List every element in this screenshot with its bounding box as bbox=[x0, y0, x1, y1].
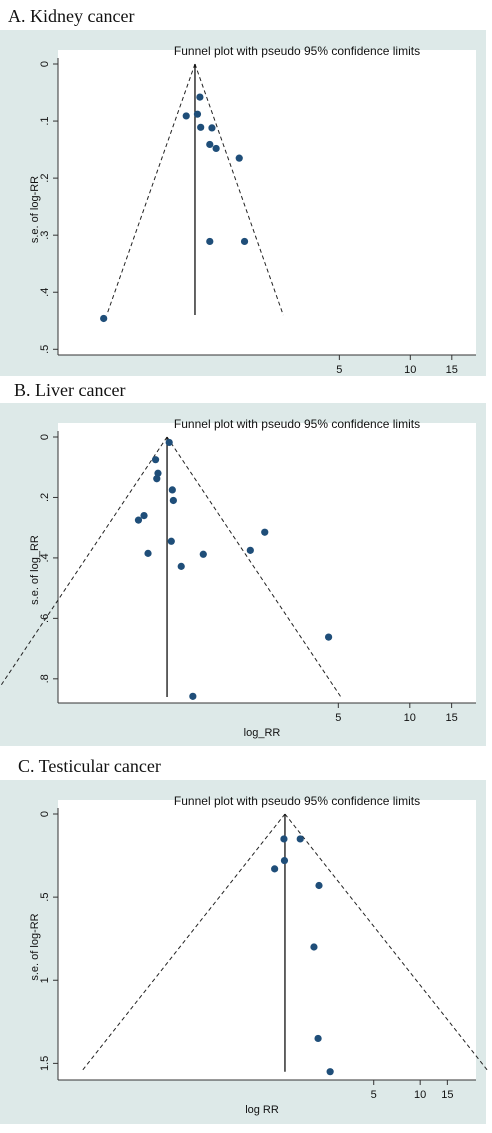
study-point bbox=[182, 112, 190, 120]
lower-confidence-limit bbox=[0, 436, 168, 688]
study-point bbox=[177, 562, 185, 570]
study-point bbox=[208, 124, 216, 132]
study-point bbox=[315, 881, 323, 890]
upper-confidence-limit bbox=[194, 63, 284, 316]
lower-confidence-limit bbox=[106, 63, 196, 316]
plot-area bbox=[58, 50, 476, 355]
study-point bbox=[240, 237, 249, 246]
study-point bbox=[134, 516, 143, 524]
panel-label-liver: B. Liver cancer bbox=[14, 380, 126, 400]
y-axis-label: s.e. of log-RR bbox=[29, 913, 41, 980]
study-point bbox=[271, 865, 279, 873]
study-point bbox=[235, 154, 243, 162]
chart-title: Funnel plot with pseudo 95% confidence l… bbox=[174, 794, 420, 808]
chart-title: Funnel plot with pseudo 95% confidence l… bbox=[174, 417, 420, 431]
study-point bbox=[196, 93, 204, 101]
x-tick-label: 15 bbox=[446, 364, 458, 376]
y-tick-label: 1 bbox=[39, 977, 51, 983]
upper-confidence-limit bbox=[284, 813, 489, 1072]
y-tick-label: .4 bbox=[39, 288, 51, 297]
study-point bbox=[140, 511, 148, 520]
lower-confidence-limit bbox=[80, 813, 286, 1072]
study-point bbox=[165, 438, 173, 447]
study-point bbox=[151, 456, 160, 464]
funnel-plot-testicular: Funnel plot with pseudo 95% confidence l… bbox=[0, 780, 489, 1124]
funnel-plot-liver: Funnel plot with pseudo 95% confidence l… bbox=[0, 403, 486, 746]
study-point bbox=[153, 475, 161, 483]
y-tick-label: 0 bbox=[39, 811, 51, 817]
y-tick-label: .2 bbox=[39, 493, 51, 502]
study-point bbox=[199, 550, 207, 558]
funnel-plot-kidney: Funnel plot with pseudo 95% confidence l… bbox=[0, 30, 486, 376]
study-point bbox=[261, 528, 269, 536]
x-axis-label: log_RR bbox=[244, 727, 281, 739]
study-point bbox=[167, 537, 175, 545]
study-point bbox=[100, 314, 108, 323]
panel-label-testicular: C. Testicular cancer bbox=[18, 756, 161, 776]
study-point bbox=[314, 1034, 322, 1043]
study-point bbox=[197, 123, 205, 131]
y-tick-label: .6 bbox=[39, 614, 51, 623]
x-tick-label: 10 bbox=[404, 712, 416, 724]
study-point bbox=[310, 943, 318, 951]
x-tick-label: 5 bbox=[336, 364, 342, 376]
upper-confidence-limit bbox=[166, 436, 342, 698]
x-tick-label: 5 bbox=[335, 712, 341, 724]
study-point bbox=[206, 140, 214, 149]
x-tick-label: 10 bbox=[404, 364, 416, 376]
study-point bbox=[246, 546, 254, 554]
x-tick-label: 5 bbox=[371, 1089, 377, 1101]
y-axis-label: s.e. of log_RR bbox=[29, 535, 41, 605]
y-tick-label: .2 bbox=[39, 174, 51, 183]
y-axis-label: s.e. of log-RR bbox=[29, 176, 41, 243]
chart-title: Funnel plot with pseudo 95% confidence l… bbox=[174, 44, 420, 58]
plot-area bbox=[58, 423, 476, 703]
y-tick-label: 0 bbox=[39, 61, 51, 67]
y-tick-label: .1 bbox=[39, 116, 51, 125]
x-tick-label: 10 bbox=[414, 1089, 426, 1101]
y-tick-label: .3 bbox=[39, 231, 51, 240]
study-point bbox=[154, 469, 162, 477]
y-tick-label: .5 bbox=[39, 345, 51, 354]
y-tick-label: .5 bbox=[39, 893, 51, 902]
study-point bbox=[206, 237, 214, 246]
y-tick-label: .8 bbox=[39, 674, 51, 683]
study-point bbox=[280, 835, 288, 843]
study-point bbox=[189, 692, 197, 700]
study-point bbox=[169, 496, 177, 505]
study-point bbox=[326, 1068, 334, 1076]
study-point bbox=[144, 549, 152, 557]
y-tick-label: 0 bbox=[39, 434, 51, 440]
x-tick-label: 15 bbox=[441, 1089, 453, 1101]
y-tick-label: 1.5 bbox=[39, 1056, 51, 1071]
study-point bbox=[168, 486, 176, 494]
x-axis-label: log RR bbox=[245, 1104, 279, 1116]
study-point bbox=[280, 856, 289, 865]
study-point bbox=[324, 633, 333, 641]
plot-area bbox=[58, 800, 476, 1080]
study-point bbox=[212, 144, 220, 153]
x-tick-label: 15 bbox=[445, 712, 457, 724]
study-point bbox=[193, 110, 202, 118]
panel-label-kidney: A. Kidney cancer bbox=[8, 6, 135, 26]
y-tick-label: .4 bbox=[39, 553, 51, 562]
study-point bbox=[296, 835, 304, 843]
